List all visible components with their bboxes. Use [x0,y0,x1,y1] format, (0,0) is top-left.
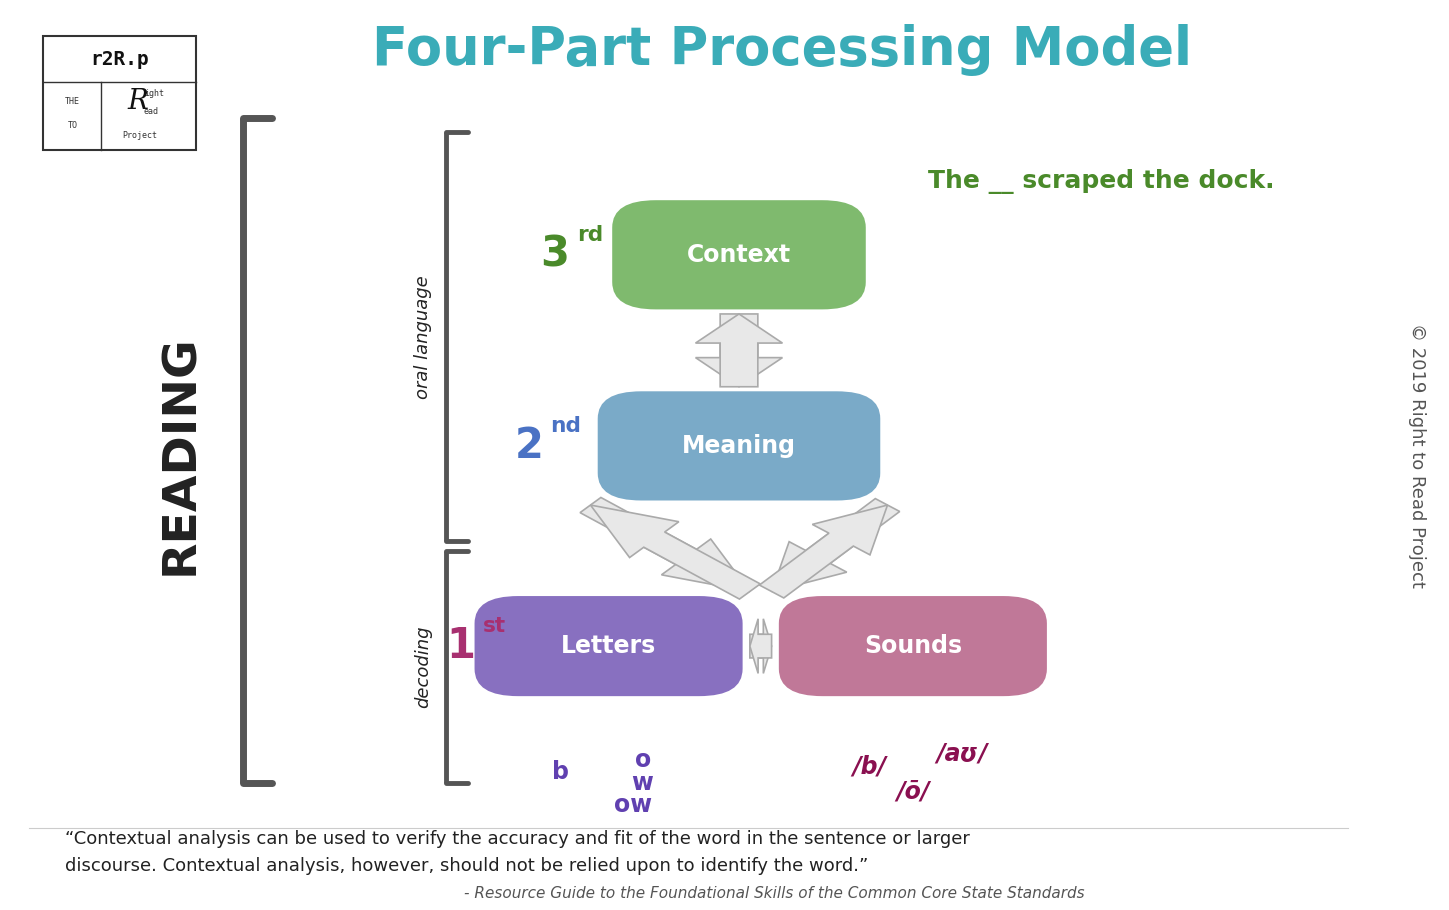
Text: decoding: decoding [414,625,432,708]
Text: b: b [552,760,569,784]
Text: Sounds: Sounds [864,634,962,658]
Text: 1: 1 [446,625,475,667]
Polygon shape [751,619,771,673]
Text: “Contextual analysis can be used to verify the accuracy and fit of the word in t: “Contextual analysis can be used to veri… [65,831,969,875]
Bar [43,36,196,150]
Text: st: st [483,616,506,636]
Text: THE: THE [65,96,80,106]
Text: Four-Part Processing Model: Four-Part Processing Model [372,24,1193,76]
Polygon shape [696,314,782,387]
Text: w: w [630,771,653,794]
Text: 2: 2 [514,425,543,467]
Text: Project: Project [123,131,158,140]
Text: READING: READING [158,335,204,575]
Text: rd: rd [577,225,603,245]
Text: 3: 3 [540,234,569,276]
Polygon shape [751,619,771,673]
Text: r2R.p: r2R.p [90,50,149,68]
Text: /b/: /b/ [852,754,887,778]
Text: © 2019 Right to Read Project: © 2019 Right to Read Project [1408,322,1426,588]
Text: TO: TO [67,121,77,129]
Text: Meaning: Meaning [682,434,796,458]
Polygon shape [759,505,887,598]
Text: ight: ight [143,89,164,97]
FancyBboxPatch shape [597,391,880,501]
Text: Letters: Letters [561,634,656,658]
Text: o: o [635,748,652,772]
FancyBboxPatch shape [475,596,742,696]
Text: R: R [128,87,148,115]
Polygon shape [580,498,751,592]
Polygon shape [591,505,761,599]
Text: Context: Context [687,243,791,267]
FancyBboxPatch shape [780,596,1046,696]
Text: ead: ead [143,107,159,116]
Polygon shape [771,499,900,592]
Text: The __ scraped the dock.: The __ scraped the dock. [927,169,1275,195]
Text: - Resource Guide to the Foundational Skills of the Common Core State Standards: - Resource Guide to the Foundational Ski… [464,886,1084,901]
FancyBboxPatch shape [611,200,865,309]
Text: nd: nd [551,416,581,436]
Text: ow: ow [614,794,652,817]
Text: oral language: oral language [414,275,432,399]
Text: /ō/: /ō/ [895,780,930,804]
Text: /aʊ/: /aʊ/ [936,742,988,765]
Polygon shape [696,314,782,387]
